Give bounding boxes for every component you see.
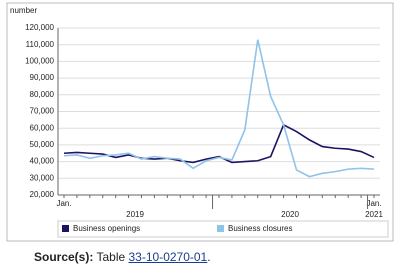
legend-swatch <box>217 225 224 232</box>
legend-swatch <box>62 225 69 232</box>
x-tick-label: Jan. <box>366 199 381 208</box>
y-tick-label: 70,000 <box>30 107 55 116</box>
chart: number 20,000 30,000 40,000 50,000 60,000 70,… <box>6 2 394 242</box>
chart-frame <box>6 2 394 242</box>
x-group-label: 2019 <box>126 210 144 219</box>
source-end: . <box>207 250 211 264</box>
legend-label: Business openings <box>73 224 140 233</box>
legend-box <box>57 220 389 238</box>
source: Source(s): Table 33-10-0270-01. <box>34 250 211 264</box>
y-tick-label: 80,000 <box>30 90 55 99</box>
y-axis-label: number <box>10 6 37 15</box>
legend-label: Business closures <box>228 224 292 233</box>
y-tick-label: 20,000 <box>30 190 55 199</box>
source-link[interactable]: 33-10-0270-01 <box>128 250 208 264</box>
y-tick-label: 60,000 <box>30 123 55 132</box>
source-text: Table <box>96 250 126 264</box>
series-line <box>63 39 375 178</box>
x-group-label: 2020 <box>281 210 299 219</box>
y-tick-label: 90,000 <box>30 73 55 82</box>
y-tick-label: 40,000 <box>30 157 55 166</box>
x-group-label: 2021 <box>365 210 383 219</box>
source-label: Source(s): <box>34 250 94 264</box>
y-tick-label: 30,000 <box>30 173 55 182</box>
y-tick-label: 110,000 <box>26 40 55 49</box>
y-tick-label: 120,000 <box>25 23 54 32</box>
series-line <box>63 123 375 164</box>
y-tick-label: 100,000 <box>25 57 54 66</box>
y-tick-label: 50,000 <box>30 140 55 149</box>
x-tick-label: Jan. <box>56 199 71 208</box>
